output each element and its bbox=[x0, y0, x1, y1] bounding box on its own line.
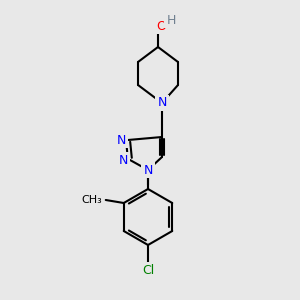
Text: N: N bbox=[117, 134, 126, 146]
Text: N: N bbox=[118, 154, 128, 166]
Text: N: N bbox=[143, 164, 153, 176]
Text: N: N bbox=[157, 97, 167, 110]
Text: CH₃: CH₃ bbox=[81, 195, 102, 205]
Text: O: O bbox=[156, 20, 166, 32]
Text: H: H bbox=[166, 14, 176, 26]
Text: Cl: Cl bbox=[142, 263, 154, 277]
